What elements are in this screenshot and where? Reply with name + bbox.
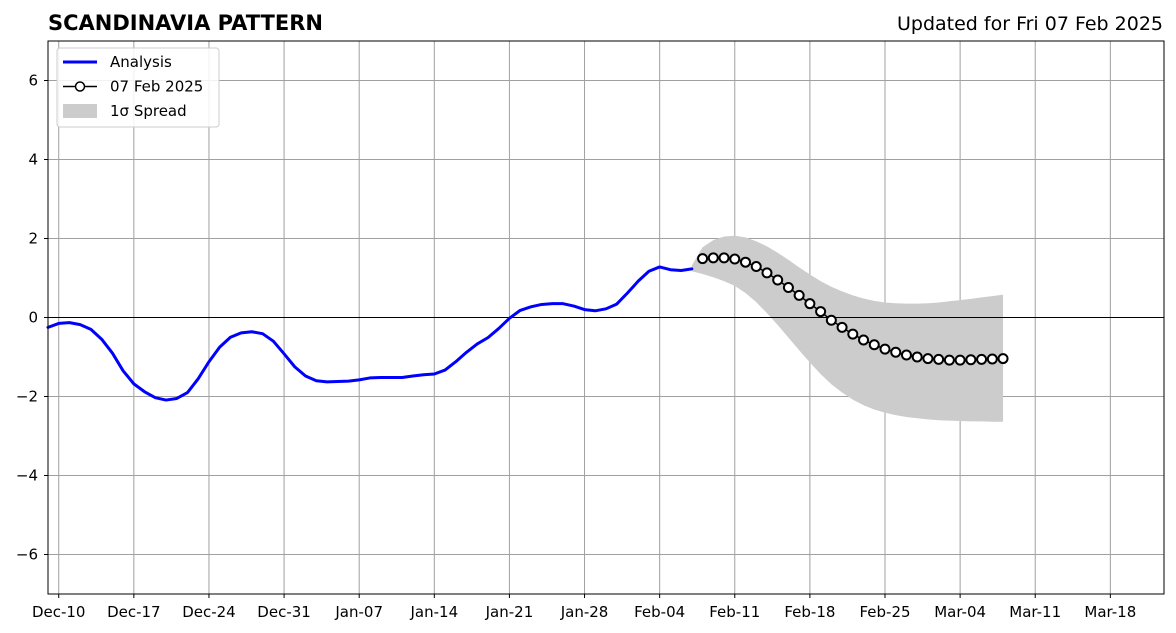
x-tick-label: Mar-18	[1084, 603, 1136, 621]
x-tick-label: Jan-28	[560, 603, 609, 621]
forecast-point	[761, 267, 773, 279]
forecast-point	[793, 289, 805, 301]
legend-label: 1σ Spread	[110, 102, 187, 120]
forecast-point	[997, 353, 1009, 365]
forecast-point	[718, 252, 730, 264]
x-tick-label: Dec-17	[107, 603, 161, 621]
forecast-point	[825, 314, 837, 326]
forecast-point	[782, 281, 794, 293]
x-tick-label: Dec-24	[182, 603, 236, 621]
forecast-point	[965, 354, 977, 366]
forecast-point	[900, 349, 912, 361]
forecast-point	[772, 274, 784, 286]
x-tick-label: Dec-10	[32, 603, 86, 621]
x-tick-label: Feb-18	[784, 603, 835, 621]
forecast-point	[976, 353, 988, 365]
forecast-point	[804, 298, 816, 310]
forecast-point	[740, 256, 751, 268]
forecast-point	[868, 339, 880, 351]
forecast-point	[858, 334, 870, 346]
forecast-point	[729, 253, 741, 265]
legend-swatch-forecast-marker	[74, 81, 86, 92]
forecast-point	[836, 321, 848, 333]
x-tick-label: Dec-31	[257, 603, 311, 621]
spread-band	[691, 235, 1004, 422]
x-tick-label: Jan-14	[409, 603, 458, 621]
x-tick-label: Feb-04	[634, 603, 685, 621]
y-tick-label: −2	[16, 388, 38, 406]
legend-label: Analysis	[110, 53, 172, 71]
forecast-point	[986, 353, 998, 365]
forecast-point	[697, 253, 709, 265]
x-tick-label: Mar-11	[1009, 603, 1061, 621]
analysis-line	[46, 265, 694, 402]
y-tick-label: 6	[28, 72, 38, 90]
x-tick-label: Jan-07	[334, 603, 383, 621]
forecast-point	[707, 252, 719, 264]
axis-ticks: Dec-10 Dec-17 Dec-24 Dec-31 Jan-07 Jan-14 Jan-…	[16, 72, 1136, 622]
chart-subtitle: Updated for Fri 07 Feb 2025	[897, 13, 1163, 35]
y-tick-label: 2	[28, 230, 38, 248]
forecast-point	[933, 353, 945, 365]
y-tick-label: −6	[16, 546, 38, 564]
x-tick-label: Mar-04	[934, 603, 986, 621]
forecast-point	[750, 261, 762, 273]
legend-swatch-spread	[63, 104, 97, 118]
y-tick-label: 0	[28, 309, 38, 327]
x-tick-label: Feb-11	[709, 603, 760, 621]
forecast-point	[879, 343, 891, 355]
forecast-point	[911, 351, 923, 363]
forecast-point	[922, 353, 934, 365]
series-layer	[46, 252, 1009, 402]
chart-title: SCANDINAVIA PATTERN	[48, 11, 323, 35]
forecast-point	[954, 354, 966, 366]
legend: Analysis 07 Feb 2025 1σ Spread	[56, 47, 220, 128]
x-tick-label: Feb-25	[859, 603, 910, 621]
y-tick-label: −4	[16, 467, 38, 485]
spread-band-layer	[691, 235, 1004, 422]
legend-label: 07 Feb 2025	[110, 78, 203, 96]
forecast-point	[890, 346, 902, 358]
forecast-point	[943, 354, 955, 366]
legend-box	[56, 47, 220, 128]
forecast-point	[847, 328, 859, 340]
forecast-point	[815, 306, 827, 318]
x-tick-label: Jan-21	[485, 603, 534, 621]
y-tick-label: 4	[28, 151, 38, 169]
